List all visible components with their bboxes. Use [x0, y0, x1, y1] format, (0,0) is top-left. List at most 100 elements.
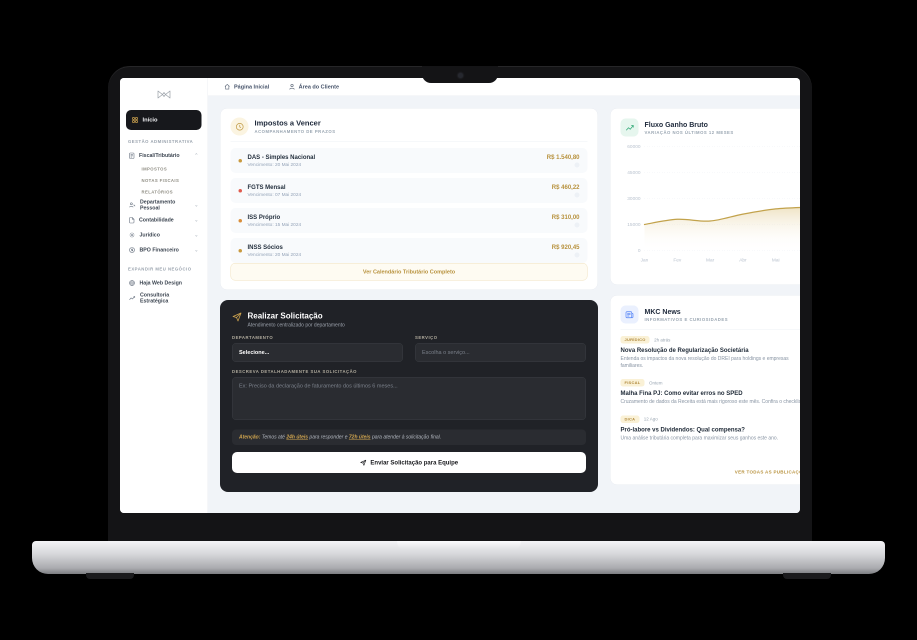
tax-action-circle[interactable] [574, 222, 580, 228]
notice-24h: 24h úteis [286, 434, 309, 441]
laptop-foot [86, 573, 134, 579]
app-viewport: Início GESTÃO ADMINISTRATIVA Fiscal/Trib… [120, 78, 800, 513]
sidebar-item-bpo-financeiro[interactable]: BPO Financeiro ⌄ [126, 243, 202, 258]
sidebar-item-label: Início [142, 117, 158, 123]
fluxo-ganho-bruto-card: Fluxo Ganho Bruto VARIAÇÃO NOS ÚLTIMOS 1… [610, 108, 800, 285]
sidebar-subitem-relatorios[interactable]: RELATÓRIOS [141, 189, 174, 195]
svg-text:60000: 60000 [627, 144, 641, 150]
butterfly-logo-icon [157, 90, 171, 99]
webcam-dot [457, 73, 463, 78]
sidebar-section-admin: GESTÃO ADMINISTRATIVA [128, 139, 194, 144]
content-area: Página Inicial Área do Cliente [208, 78, 800, 513]
sidebar-subitem-notas-fiscais[interactable]: NOTAS FISCAIS [141, 177, 180, 183]
news-time: 12 Ago [643, 416, 658, 422]
ver-todas-publicacoes-link[interactable]: VER TODAS AS PUBLICAÇÕES [734, 469, 800, 475]
topbar-item-pagina-inicial[interactable]: Página Inicial [224, 84, 269, 91]
sidebar-item-inicio[interactable]: Início [126, 110, 202, 130]
sidebar-item-label: BPO Financeiro [139, 247, 179, 253]
clock-icon [230, 117, 249, 136]
tax-name: FGTS Mensal [247, 183, 286, 191]
brand-logo [126, 83, 202, 106]
sidebar-item-fiscal-tributario[interactable]: Fiscal/Tributário ⌃ [126, 148, 202, 163]
svg-text:Mar: Mar [706, 258, 715, 264]
tax-row-das[interactable]: DAS - Simples Nacional Vencimento: 20 Ma… [230, 148, 588, 173]
laptop-base [32, 541, 885, 579]
sidebar-item-haja-web-design[interactable]: Haja Web Design [126, 276, 202, 291]
tax-action-circle[interactable] [574, 252, 580, 258]
sidebar-item-label: Fiscal/Tributário [139, 152, 180, 159]
sidebar-subitem-impostos[interactable]: IMPOSTOS [141, 166, 168, 172]
ver-calendario-button[interactable]: Ver Calendário Tributário Completo [230, 263, 588, 281]
servico-field[interactable] [415, 343, 586, 362]
news-title: MKC News [644, 307, 681, 316]
news-item-title: Pró-labore vs Dividendos: Qual compensa? [620, 425, 745, 433]
news-item-desc: Entenda os impactos da nova resolução do… [620, 356, 789, 369]
tax-value: R$ 310,00 [551, 213, 580, 221]
tax-value: R$ 1.540,80 [546, 153, 580, 161]
chart-header: Fluxo Ganho Bruto VARIAÇÃO NOS ÚLTIMOS 1… [620, 118, 801, 137]
gear-icon [129, 232, 135, 238]
status-dot [238, 188, 242, 193]
tax-action-circle[interactable] [574, 192, 580, 198]
user-icon [289, 83, 295, 90]
enviar-solicitacao-button[interactable]: Enviar Solicitação para Equipe [232, 452, 586, 473]
main-panel: Impostos a Vencer ACOMPANHAMENTO DE PRAZ… [208, 96, 800, 513]
tax-row-inss[interactable]: INSS Sócios Vencimento: 20 Mai 2024 R$ 9… [230, 238, 588, 263]
flux-chart-svg: 600004500030000150000JanFevMarAbrMaiJun [627, 144, 800, 264]
realizar-solicitacao-card: Realizar Solicitação Atendimento central… [220, 300, 598, 492]
news-header: MKC News INFORMATIVOS E CURIOSIDADES [620, 305, 801, 324]
sidebar-item-label: Jurídico [139, 232, 160, 238]
impostos-header: Impostos a Vencer ACOMPANHAMENTO DE PRAZ… [230, 117, 588, 136]
right-column: Fluxo Ganho Bruto VARIAÇÃO NOS ÚLTIMOS 1… [610, 108, 800, 501]
news-item-juridico[interactable]: JURÍDICO 2h atrás Nova Resolução de Regu… [620, 336, 801, 369]
status-dot [238, 158, 242, 163]
impostos-subtitle: ACOMPANHAMENTO DE PRAZOS [254, 129, 336, 134]
svg-text:Mai: Mai [772, 258, 780, 264]
request-header: Realizar Solicitação Atendimento central… [232, 312, 586, 328]
descricao-textarea[interactable] [232, 377, 586, 420]
status-dot [238, 218, 242, 223]
tax-name: DAS - Simples Nacional [247, 153, 316, 161]
news-item-dica[interactable]: DICA 12 Ago Pró-labore vs Dividendos: Qu… [620, 415, 801, 441]
svg-text:Abr: Abr [739, 258, 747, 264]
topbar-item-area-cliente[interactable]: Área do Cliente [289, 84, 339, 91]
tax-due-date: Vencimento: 07 Mai 2024 [247, 192, 302, 198]
svg-text:Jan: Jan [641, 258, 649, 264]
chevron-down-icon: ⌄ [194, 247, 199, 253]
impostos-card: Impostos a Vencer ACOMPANHAMENTO DE PRAZ… [220, 108, 598, 290]
news-badge: DICA [620, 415, 640, 423]
news-item-fiscal[interactable]: FISCAL Ontem Malha Fina PJ: Como evitar … [620, 379, 800, 405]
svg-text:45000: 45000 [627, 170, 641, 176]
home-icon [224, 84, 230, 90]
camera-notch [422, 66, 498, 83]
departamento-select[interactable]: Selecione... [232, 343, 403, 362]
sla-notice: Atenção: Temos até 24h úteis para respon… [232, 429, 586, 445]
topbar: Página Inicial Área do Cliente [208, 78, 800, 96]
divider [620, 329, 800, 330]
sidebar-item-contabilidade[interactable]: Contabilidade ⌄ [126, 213, 202, 228]
sidebar-item-juridico[interactable]: Jurídico ⌄ [126, 228, 202, 243]
trend-icon [129, 295, 136, 300]
sidebar-item-departamento-pessoal[interactable]: Departamento Pessoal ⌄ [126, 198, 202, 213]
descricao-label: DESCREVA DETALHADAMENTE SUA SOLICITAÇÃO [232, 369, 357, 374]
tax-row-fgts[interactable]: FGTS Mensal Vencimento: 07 Mai 2024 R$ 4… [230, 178, 588, 203]
tax-list: DAS - Simples Nacional Vencimento: 20 Ma… [230, 148, 588, 263]
chart-up-icon [620, 118, 639, 137]
servico-input[interactable] [422, 349, 579, 356]
tax-value: R$ 920,45 [551, 243, 580, 251]
chart-area: 600004500030000150000JanFevMarAbrMaiJun [621, 141, 800, 269]
tax-row-iss[interactable]: ISS Próprio Vencimento: 15 Mai 2024 R$ 3… [230, 208, 588, 233]
laptop-foot [783, 573, 831, 579]
chart-title: Fluxo Ganho Bruto [644, 120, 708, 129]
news-item-desc: Uma análise tributária completa para max… [620, 435, 779, 441]
sidebar-item-label: Contabilidade [139, 217, 174, 223]
request-subtitle: Atendimento centralizado por departament… [247, 322, 345, 329]
sidebar-item-consultoria-estrategica[interactable]: Consultoria Estratégica [126, 291, 202, 306]
svg-text:30000: 30000 [627, 196, 641, 202]
mkc-news-card: MKC News INFORMATIVOS E CURIOSIDADES JUR… [610, 295, 800, 485]
news-time: Ontem [648, 380, 663, 386]
tax-due-date: Vencimento: 15 Mai 2024 [247, 222, 302, 228]
tax-action-circle[interactable] [574, 162, 580, 168]
notice-prefix: Atenção: [239, 434, 261, 441]
